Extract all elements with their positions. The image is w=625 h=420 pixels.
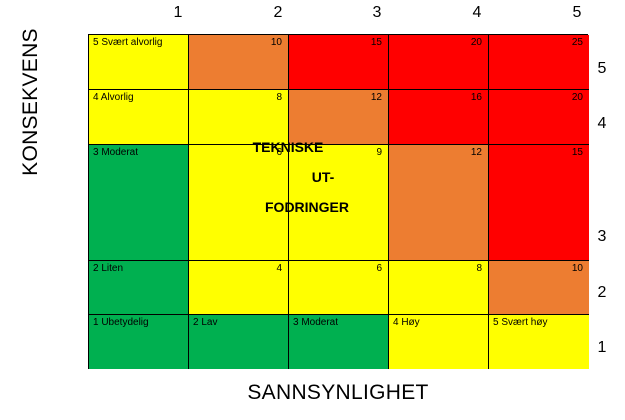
consequence-label: 1 Ubetydelig [93, 317, 149, 328]
matrix-cell-r3-c2: 6 [189, 145, 289, 261]
matrix-cell-r3-c3: 9 [289, 145, 389, 261]
matrix-cell-r2-c5: 10 [489, 261, 589, 315]
probability-label: 4 Høy [393, 317, 420, 328]
risk-score: 12 [470, 147, 482, 158]
risk-score: 8 [276, 92, 282, 103]
probability-number-2: 2 [273, 4, 283, 21]
probability-number-4: 4 [472, 4, 482, 21]
consequence-number-5: 5 [597, 60, 607, 77]
matrix-cell-r5-c2: 10 [189, 35, 289, 90]
matrix-cell-r4-c2: 8 [189, 90, 289, 145]
matrix-cell-r4-c4: 16 [389, 90, 489, 145]
risk-score: 9 [376, 147, 382, 158]
matrix-cell-r1-c5: 5 Svært høy [489, 315, 589, 369]
matrix-cell-r3-c5: 15 [489, 145, 589, 261]
matrix-cell-r4-c5: 20 [489, 90, 589, 145]
probability-label: 2 Lav [193, 317, 218, 328]
risk-score: 6 [276, 147, 282, 158]
probability-label: 5 Svært høy [493, 317, 548, 328]
matrix-cell-r1-c2: 2 Lav [189, 315, 289, 369]
matrix-cell-r4-c1: 4 Alvorlig [89, 90, 189, 145]
consequence-number-1: 1 [597, 339, 607, 356]
probability-number-5: 5 [572, 4, 582, 21]
risk-score: 10 [270, 37, 282, 48]
matrix-cell-r3-c4: 12 [389, 145, 489, 261]
risk-score: 20 [571, 92, 583, 103]
matrix-cell-r5-c3: 15 [289, 35, 389, 90]
probability-label: 3 Moderat [293, 317, 339, 328]
probability-number-3: 3 [372, 4, 382, 21]
matrix-cell-r1-c4: 4 Høy [389, 315, 489, 369]
x-axis-title: SANNSYNLIGHET [247, 381, 429, 404]
consequence-number-4: 4 [597, 115, 607, 132]
note-line-2: UT- [311, 169, 335, 185]
risk-score: 15 [370, 37, 382, 48]
note-line-3: FODRINGER [265, 199, 349, 215]
matrix-cell-r2-c1: 2 Liten [89, 261, 189, 315]
matrix-cell-r5-c1: 5 Svært alvorlig [89, 35, 189, 90]
matrix-cell-r4-c3: 12 [289, 90, 389, 145]
note-line-1: TEKNISKE [252, 139, 324, 155]
risk-score: 4 [276, 263, 282, 274]
risk-score: 10 [571, 263, 583, 274]
probability-number-1: 1 [173, 4, 183, 21]
technical-challenges-note: TEKNISKE UT- FODRINGER [208, 132, 368, 222]
matrix-cell-r5-c4: 20 [389, 35, 489, 90]
matrix-cell-r1-c3: 3 Moderat [289, 315, 389, 369]
risk-matrix: 5 Svært alvorlig 10 15 20 25 4 Alvorlig 8 12 16 2… [88, 34, 589, 369]
risk-score: 16 [470, 92, 482, 103]
risk-score: 15 [571, 147, 583, 158]
y-axis-title: KONSEKVENS [19, 28, 42, 176]
consequence-label: 5 Svært alvorlig [93, 37, 163, 48]
matrix-cell-r1-c1: 1 Ubetydelig [89, 315, 189, 369]
consequence-label: 2 Liten [93, 263, 124, 274]
consequence-label: 4 Alvorlig [93, 92, 134, 103]
consequence-label: 3 Moderat [93, 147, 139, 158]
risk-score: 20 [470, 37, 482, 48]
matrix-cell-r3-c1: 3 Moderat [89, 145, 189, 261]
consequence-number-2: 2 [597, 284, 607, 301]
consequence-number-3: 3 [597, 228, 607, 245]
risk-score: 8 [476, 263, 482, 274]
risk-score: 6 [376, 263, 382, 274]
matrix-cell-r2-c2: 4 [189, 261, 289, 315]
risk-score: 12 [370, 92, 382, 103]
matrix-cell-r2-c4: 8 [389, 261, 489, 315]
matrix-cell-r2-c3: 6 [289, 261, 389, 315]
risk-score: 25 [571, 37, 583, 48]
matrix-cell-r5-c5: 25 [489, 35, 589, 90]
